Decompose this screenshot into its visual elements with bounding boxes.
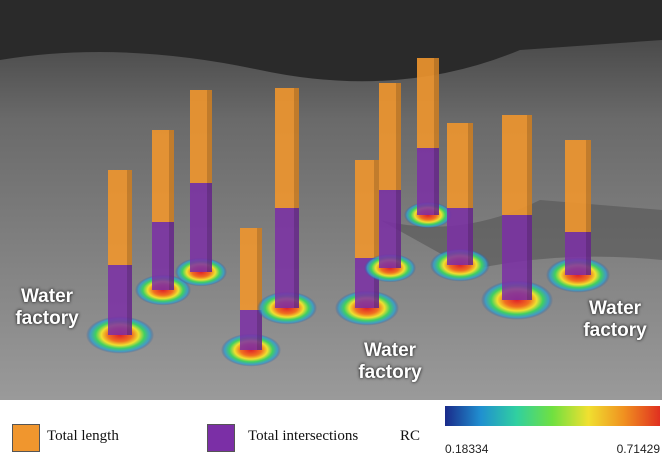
bar-side	[586, 140, 591, 275]
bar-side	[257, 228, 262, 350]
legend-label: Total length	[47, 428, 119, 445]
annotation: Water factory	[570, 298, 660, 342]
bar-side	[434, 58, 439, 215]
bar-side	[294, 88, 299, 308]
bar-side	[468, 123, 473, 265]
bar-side	[527, 115, 532, 300]
map-scene	[0, 0, 662, 400]
annotation: Water factory	[345, 340, 435, 384]
bar-side	[127, 170, 132, 335]
colorbar-max: 0.71429	[617, 442, 660, 456]
annotation: Water factory	[2, 286, 92, 330]
colorbar-title: RC	[400, 428, 420, 445]
colorbar-min: 0.18334	[445, 442, 488, 456]
colorbar	[445, 406, 660, 426]
bar-side	[374, 160, 379, 308]
bar-side	[207, 90, 212, 272]
legend-label: Total intersections	[248, 428, 358, 445]
page: Water factory Water factory Water factor…	[0, 0, 662, 462]
legend-swatch	[207, 424, 235, 452]
legend-swatch	[12, 424, 40, 452]
bar-side	[396, 83, 401, 268]
bar-side	[169, 130, 174, 290]
